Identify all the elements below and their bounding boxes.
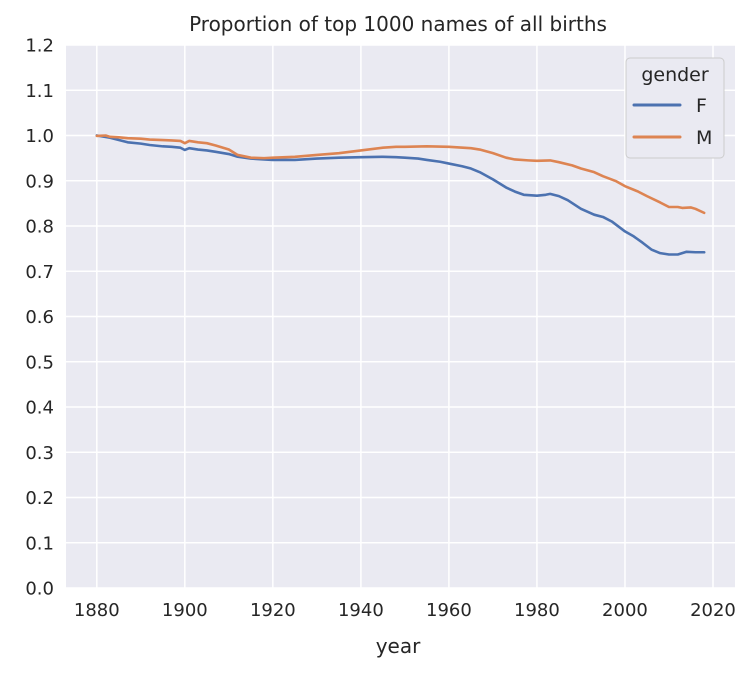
x-tick-label: 1960 bbox=[426, 600, 472, 621]
x-tick-label: 1980 bbox=[514, 600, 560, 621]
x-tick-label: 1880 bbox=[74, 600, 120, 621]
chart-title: Proportion of top 1000 names of all birt… bbox=[189, 12, 607, 36]
legend-title: gender bbox=[641, 64, 709, 86]
x-tick-label: 1940 bbox=[338, 600, 384, 621]
x-tick-label: 1900 bbox=[162, 600, 208, 621]
x-tick-label: 1920 bbox=[250, 600, 296, 621]
y-tick-label: 1.1 bbox=[25, 81, 54, 102]
y-tick-label: 0.8 bbox=[25, 217, 54, 238]
y-tick-label: 0.4 bbox=[25, 398, 54, 419]
y-tick-label: 1.0 bbox=[25, 126, 54, 147]
legend-label-f: F bbox=[696, 95, 707, 117]
legend-label-m: M bbox=[696, 127, 712, 149]
legend-box bbox=[625, 57, 725, 159]
y-tick-label: 0.9 bbox=[25, 171, 54, 192]
tick-label-layer: 0.0 0.1 0.2 0.3 0.4 0.5 0.6 0.7 0.8 0.9 1.0 1.1 1.2 1… bbox=[25, 36, 736, 622]
x-axis-label: year bbox=[376, 634, 421, 658]
series-layer bbox=[95, 134, 706, 256]
x-tick-label: 2020 bbox=[690, 600, 736, 621]
y-tick-label: 0.3 bbox=[25, 443, 54, 464]
y-tick-label: 0.0 bbox=[25, 579, 54, 600]
y-tick-label: 0.5 bbox=[25, 352, 54, 373]
y-tick-label: 0.7 bbox=[25, 262, 54, 283]
y-tick-label: 0.2 bbox=[25, 488, 54, 509]
y-tick-label: 0.6 bbox=[25, 307, 54, 328]
y-tick-label: 1.2 bbox=[25, 36, 54, 57]
grid-layer bbox=[66, 44, 735, 589]
series-line-f bbox=[95, 134, 706, 256]
legend: gender F M bbox=[625, 57, 725, 159]
x-tick-label: 2000 bbox=[602, 600, 648, 621]
y-tick-label: 0.1 bbox=[25, 533, 54, 554]
series-line-m bbox=[95, 134, 706, 215]
